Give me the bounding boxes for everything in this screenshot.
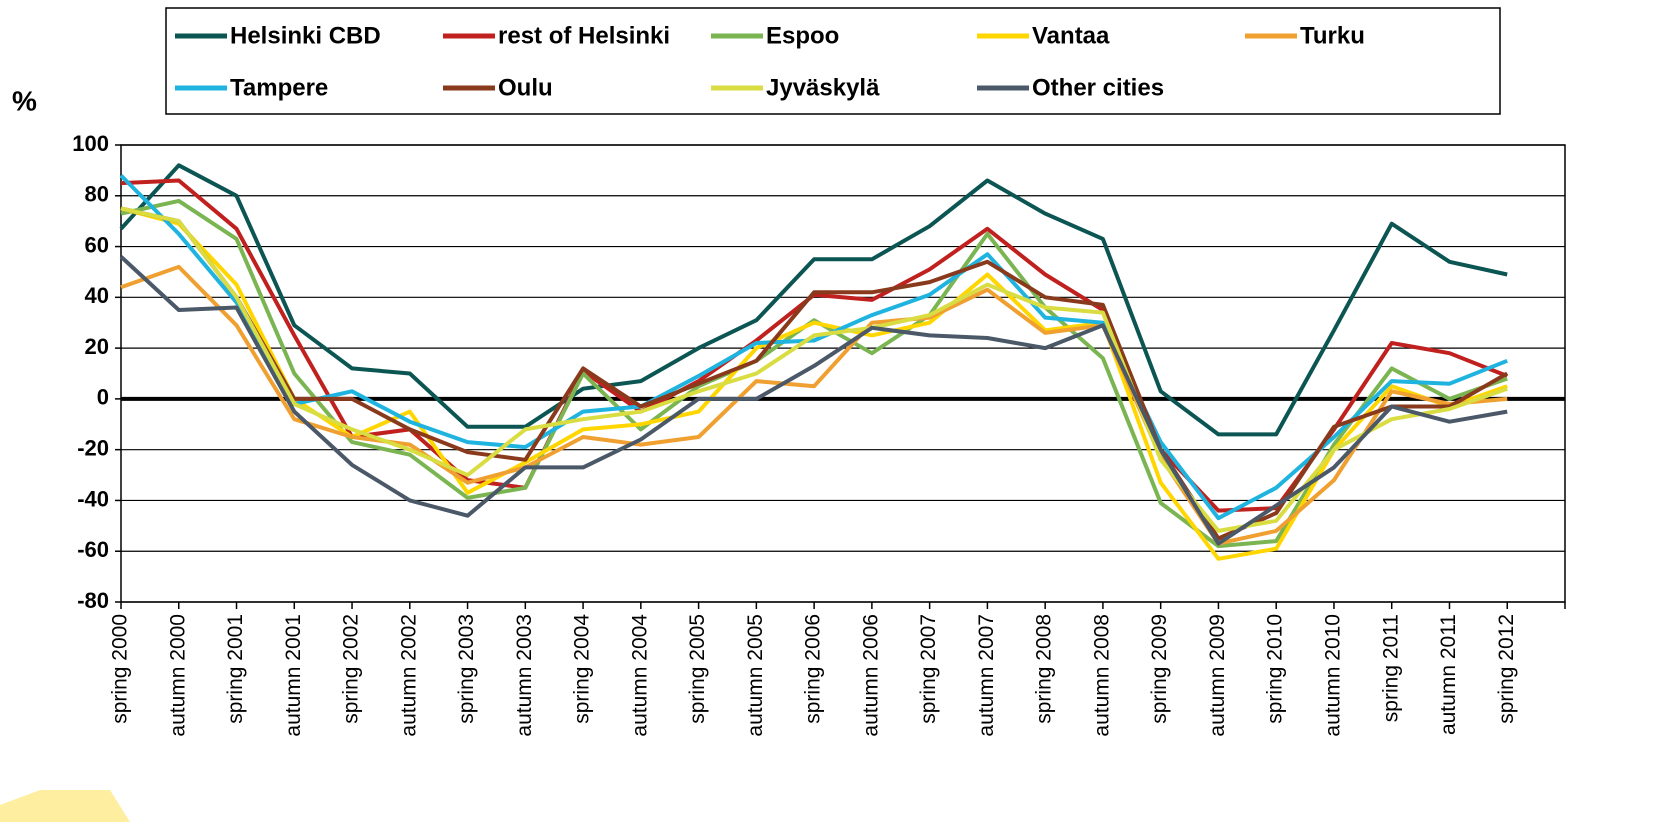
legend-label: Other cities xyxy=(1032,74,1164,101)
y-tick-label: 20 xyxy=(85,334,109,359)
series-line xyxy=(119,255,1508,546)
y-tick-label: -20 xyxy=(77,435,109,460)
legend-label: Vantaa xyxy=(1032,22,1110,49)
legend-label: Espoo xyxy=(766,22,839,49)
x-tick-label: spring 2007 xyxy=(917,614,940,724)
series-line xyxy=(119,163,1508,437)
plot-border xyxy=(120,144,1566,603)
x-tick-label: autumn 2009 xyxy=(1206,614,1229,737)
x-tick-label: spring 2011 xyxy=(1379,614,1402,722)
y-tick-label: 60 xyxy=(85,232,109,257)
y-tick-label: 0 xyxy=(97,385,109,410)
x-tick-label: spring 2001 xyxy=(224,614,247,724)
legend-label: Helsinki CBD xyxy=(230,22,381,49)
x-tick-label: spring 2010 xyxy=(1264,614,1287,724)
y-tick-label: 40 xyxy=(85,283,109,308)
x-tick-label: autumn 2001 xyxy=(282,614,305,737)
x-tick-label: autumn 2011 xyxy=(1437,614,1460,735)
series-line xyxy=(120,206,1508,533)
y-tick-label: -80 xyxy=(77,588,109,613)
legend-label: Oulu xyxy=(498,74,553,101)
x-tick-label: spring 2002 xyxy=(340,614,363,724)
x-tick-label: autumn 2007 xyxy=(975,614,998,737)
series-line xyxy=(120,198,1508,549)
x-tick-label: autumn 2002 xyxy=(397,614,420,737)
y-axis-label: % xyxy=(12,85,37,116)
x-tick-label: spring 2004 xyxy=(571,614,594,724)
legend-box xyxy=(165,7,1501,115)
x-tick-label: autumn 2008 xyxy=(1090,614,1113,737)
x-tick-label: autumn 2003 xyxy=(513,614,536,737)
x-tick-label: spring 2003 xyxy=(455,614,478,724)
x-tick-label: spring 2009 xyxy=(1148,614,1171,724)
x-tick-label: autumn 2000 xyxy=(166,614,189,737)
decoration xyxy=(0,790,130,822)
x-tick-label: spring 2012 xyxy=(1495,614,1518,724)
legend-label: Jyväskylä xyxy=(766,74,880,101)
x-tick-label: autumn 2010 xyxy=(1322,614,1345,737)
y-tick-label: 80 xyxy=(85,182,109,207)
x-tick-label: spring 2005 xyxy=(686,614,709,724)
x-tick-label: autumn 2004 xyxy=(628,614,651,737)
x-tick-label: autumn 2006 xyxy=(859,614,882,737)
series-line xyxy=(120,206,1509,541)
y-tick-label: -40 xyxy=(77,486,109,511)
x-tick-label: spring 2008 xyxy=(1033,614,1056,724)
series-line xyxy=(120,264,1508,546)
y-tick-label: -60 xyxy=(77,537,109,562)
legend-label: Tampere xyxy=(230,74,328,101)
legend-label: Turku xyxy=(1300,22,1365,49)
x-tick-label: autumn 2005 xyxy=(744,614,767,737)
series-line xyxy=(120,178,1508,513)
y-tick-label: 100 xyxy=(72,131,109,156)
x-tick-label: spring 2006 xyxy=(802,614,825,724)
x-tick-label: spring 2000 xyxy=(109,614,132,724)
series-line xyxy=(119,174,1508,521)
legend-label: rest of Helsinki xyxy=(498,22,670,49)
